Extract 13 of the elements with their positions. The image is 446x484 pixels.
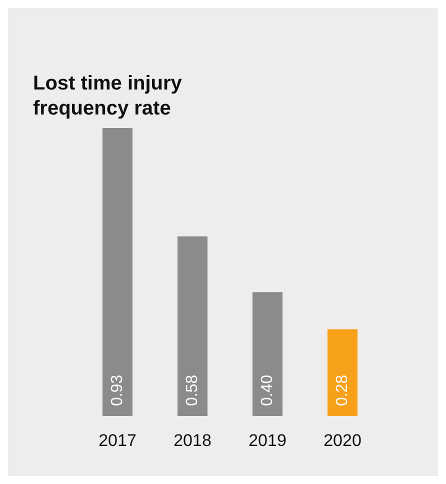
bar <box>178 236 208 416</box>
x-tick-label: 2020 <box>324 431 362 450</box>
data-label: 0.28 <box>334 374 351 406</box>
bar <box>252 292 282 416</box>
bar <box>328 329 358 416</box>
data-label: 0.93 <box>109 374 126 406</box>
x-tick-label: 2018 <box>174 431 212 450</box>
x-tick-label: 2017 <box>98 431 136 450</box>
data-label: 0.40 <box>259 374 276 406</box>
x-tick-label: 2019 <box>248 431 286 450</box>
bar <box>102 128 132 416</box>
chart-title: Lost time injury frequency rate <box>33 72 183 120</box>
data-label: 0.58 <box>184 374 201 406</box>
